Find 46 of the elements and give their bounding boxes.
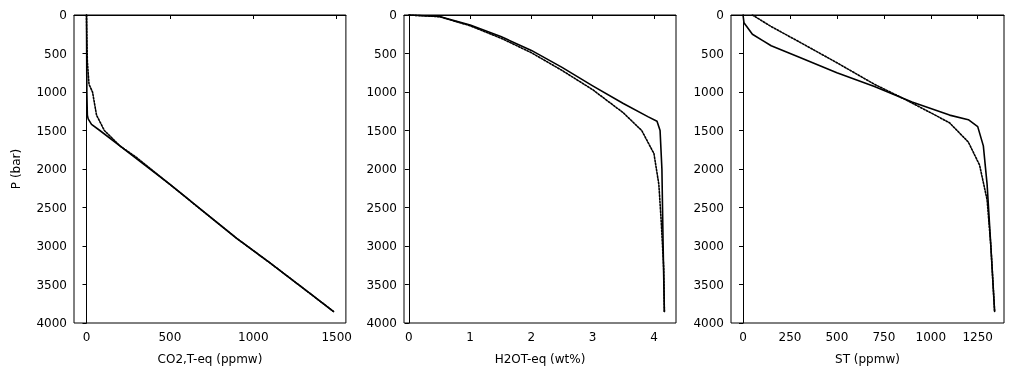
y-tick-label: 0	[716, 8, 724, 22]
x-tick-label: 4	[650, 330, 658, 344]
x-tick-label: 0	[82, 330, 91, 344]
x-tick-label: 500	[158, 330, 182, 344]
x-tick-label: 1250	[962, 330, 993, 344]
x-tick-label: 250	[778, 330, 802, 344]
y-tick-label: 500	[44, 46, 67, 61]
y-tick-label: 2000	[366, 162, 397, 176]
y-tick-label: 3000	[366, 239, 397, 253]
y-tick-label: 500	[701, 46, 724, 61]
y-tick-label: 4000	[36, 316, 67, 330]
y-tick-label: 3500	[36, 277, 67, 292]
x-tick-label: 1000	[915, 330, 947, 344]
x-tick-label: 0	[405, 330, 413, 344]
x-tick-label: 0	[739, 330, 747, 344]
x-axis-title: H2OT-eq (wt%)	[494, 352, 586, 366]
y-tick-label: 1500	[366, 123, 397, 138]
y-tick-label: 3000	[36, 239, 67, 253]
x-tick-label: 1	[466, 330, 474, 344]
x-tick-label: 3	[588, 330, 597, 344]
x-tick-label: 2	[527, 330, 536, 344]
y-tick-label: 2500	[693, 200, 724, 215]
y-tick-label: 2000	[693, 162, 724, 176]
y-tick-label: 1500	[36, 123, 67, 138]
y-tick-label: 1000	[693, 85, 724, 99]
y-tick-label: 2000	[36, 162, 67, 176]
y-tick-label: 500	[374, 46, 397, 61]
y-tick-label: 3500	[693, 277, 724, 292]
y-axis-title: P (bar)	[9, 148, 23, 190]
y-tick-label: 1000	[36, 85, 67, 99]
y-tick-label: 1500	[693, 123, 724, 138]
y-tick-label: 3000	[693, 239, 724, 253]
x-tick-label: 1500	[321, 330, 352, 344]
y-tick-label: 2500	[36, 200, 67, 215]
y-tick-label: 3500	[366, 277, 397, 292]
y-tick-label: 2500	[366, 200, 397, 215]
y-tick-label: 0	[389, 8, 397, 22]
y-tick-label: 4000	[366, 316, 397, 330]
x-tick-label: 500	[825, 330, 849, 344]
x-tick-label: 750	[872, 330, 896, 344]
y-tick-label: 1000	[366, 85, 397, 99]
x-axis-title: CO2,T-eq (ppmw)	[157, 352, 263, 366]
y-tick-label: 0	[59, 8, 67, 22]
x-tick-label: 1000	[238, 330, 269, 344]
x-axis-title: ST (ppmw)	[835, 352, 900, 366]
y-tick-label: 4000	[693, 316, 724, 330]
